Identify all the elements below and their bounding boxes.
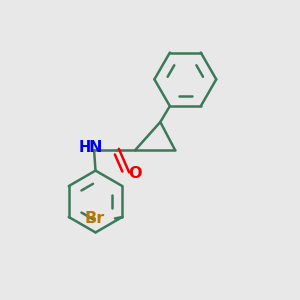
Text: H: H (79, 140, 91, 155)
Text: Br: Br (84, 211, 105, 226)
Text: N: N (89, 140, 102, 155)
Text: O: O (128, 166, 141, 181)
